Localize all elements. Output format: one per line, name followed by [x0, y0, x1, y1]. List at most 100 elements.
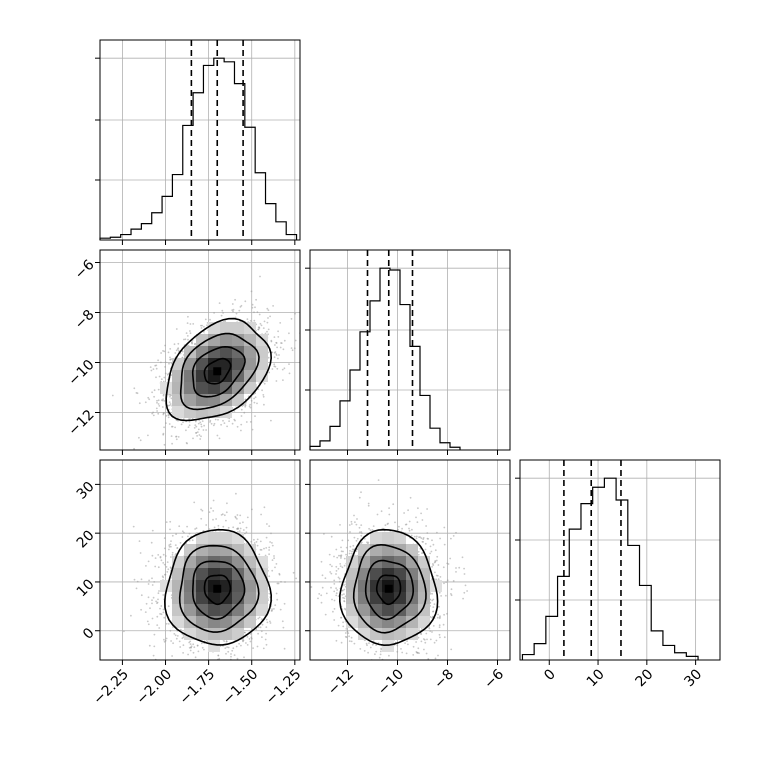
- joint-0-2-point-872: [153, 633, 156, 636]
- joint-0-2-point-527: [189, 649, 192, 652]
- joint-0-1-point-2156: [243, 411, 246, 414]
- joint-0-1-point-1675: [188, 418, 191, 420]
- joint-0-2-point-2257: [268, 546, 271, 549]
- joint-0-2-point-1306: [165, 566, 168, 568]
- joint-0-1-point-248: [160, 361, 162, 364]
- joint-0-2-point-2139: [171, 655, 174, 657]
- joint-0-2-point-786: [157, 554, 160, 556]
- joint-0-2-point-2097: [236, 527, 239, 530]
- joint-0-1-point-1018: [164, 361, 167, 364]
- joint-0-2-point-502: [147, 560, 150, 563]
- joint-0-1-point-1289: [244, 300, 247, 303]
- joint-0-2-point-722: [130, 614, 132, 617]
- joint-0-2-point-2206: [271, 569, 274, 572]
- joint-0-1-point-1876: [163, 376, 166, 379]
- joint-0-1-point-923: [157, 359, 160, 362]
- joint-0-1-point-1486: [240, 415, 243, 417]
- joint-0-2-point-1653: [148, 644, 151, 647]
- joint-0-2-point-1885: [155, 600, 158, 603]
- joint-0-1-density-cell: [256, 334, 268, 346]
- joint-0-1-point-349: [277, 330, 279, 333]
- joint-0-2-point-300: [227, 650, 230, 653]
- y-tick-label-param1-2: −8: [72, 307, 98, 333]
- joint-0-2-point-655: [157, 592, 160, 595]
- joint-0-1-density-cell: [256, 370, 268, 382]
- joint-0-1-point-2342: [234, 298, 237, 301]
- joint-panel-0-2: [95, 459, 301, 665]
- joint-0-1-point-421: [162, 398, 165, 401]
- joint-panel-0-1: [95, 249, 301, 455]
- joint-0-1-point-772: [198, 434, 201, 436]
- joint-0-1-point-258: [251, 303, 254, 306]
- joint-0-2-point-508: [187, 653, 190, 656]
- joint-0-2-point-1139: [250, 636, 253, 639]
- joint-0-2-point-1283: [238, 642, 241, 645]
- joint-0-1-density-cell: [232, 358, 244, 370]
- histogram-2-step-line: [521, 477, 699, 660]
- joint-0-1-point-1647: [174, 352, 177, 354]
- joint-0-1-point-2086: [288, 332, 290, 335]
- joint-0-1-point-1469: [270, 419, 272, 422]
- joint-0-2-point-2321: [153, 645, 156, 648]
- joint-0-2-point-814: [208, 511, 211, 513]
- joint-0-1-point-1380: [158, 375, 161, 378]
- joint-0-2-point-455: [213, 526, 216, 529]
- joint-0-2-point-1647: [225, 640, 228, 643]
- joint-0-2-point-176: [223, 514, 226, 517]
- joint-0-1-point-1624: [168, 393, 171, 396]
- joint-0-1-point-1267: [133, 447, 136, 450]
- joint-0-1-point-2386: [198, 419, 201, 422]
- joint-0-2-point-613: [146, 620, 149, 623]
- joint-0-2-point-602: [193, 646, 196, 649]
- joint-0-2-point-1761: [262, 647, 265, 650]
- joint-0-1-point-1303: [171, 442, 174, 445]
- joint-0-2-point-1102: [188, 539, 191, 542]
- joint-0-1-point-667: [279, 346, 282, 349]
- joint-0-1-point-449: [155, 407, 158, 410]
- joint-0-1-point-2229: [257, 328, 260, 331]
- joint-0-1-point-1702: [203, 424, 206, 427]
- joint-0-1-density-cell: [232, 334, 244, 346]
- joint-0-1-density-cell: [244, 358, 256, 370]
- joint-0-1-point-284: [160, 378, 163, 381]
- joint-0-2-point-730: [159, 607, 161, 610]
- joint-0-2-point-2166: [171, 551, 174, 554]
- joint-0-2-point-1979: [245, 526, 248, 529]
- joint-0-2-point-1906: [165, 637, 168, 640]
- joint-0-1-point-1569: [255, 298, 257, 301]
- joint-0-2-point-364: [256, 645, 259, 648]
- histogram-0-step-line: [99, 57, 298, 240]
- joint-0-2-point-1706: [163, 547, 166, 550]
- joint-0-2-point-2316: [169, 520, 172, 523]
- joint-0-1-point-1788: [218, 302, 221, 304]
- joint-0-1-point-437: [192, 437, 194, 440]
- joint-0-1-point-2116: [204, 318, 207, 321]
- joint-0-1-point-1658: [249, 319, 252, 322]
- joint-0-2-point-1422: [282, 626, 285, 629]
- joint-0-2-point-2290: [151, 529, 154, 532]
- joint-0-2-point-2229: [135, 587, 138, 590]
- joint-0-1-point-1925: [187, 315, 189, 318]
- joint-0-1-point-115: [276, 346, 278, 349]
- joint-0-1-point-912: [197, 428, 200, 431]
- joint-0-2-point-1941: [265, 643, 268, 646]
- joint-0-1-density-cell: [208, 382, 220, 394]
- joint-0-1-point-1810: [273, 365, 276, 368]
- joint-0-1-point-828: [150, 369, 153, 372]
- joint-0-2-point-1316: [217, 654, 220, 657]
- joint-0-2-point-1264: [171, 554, 174, 556]
- joint-0-1-density-cell: [220, 322, 232, 334]
- joint-0-1-point-1073: [153, 395, 156, 398]
- joint-0-1-point-1731: [254, 415, 256, 417]
- joint-0-2-point-2181: [194, 656, 197, 659]
- joint-0-1-contour-2: [179, 332, 260, 411]
- joint-0-2-point-1269: [163, 563, 166, 566]
- joint-0-1-point-439: [254, 306, 256, 309]
- joint-0-1-point-1302: [195, 431, 198, 434]
- joint-0-1-point-811: [160, 399, 163, 402]
- joint-0-1-point-87: [149, 366, 152, 368]
- joint-0-2-point-974: [281, 620, 284, 623]
- joint-0-1-point-1765: [261, 389, 263, 392]
- joint-0-2-point-1545: [240, 644, 242, 647]
